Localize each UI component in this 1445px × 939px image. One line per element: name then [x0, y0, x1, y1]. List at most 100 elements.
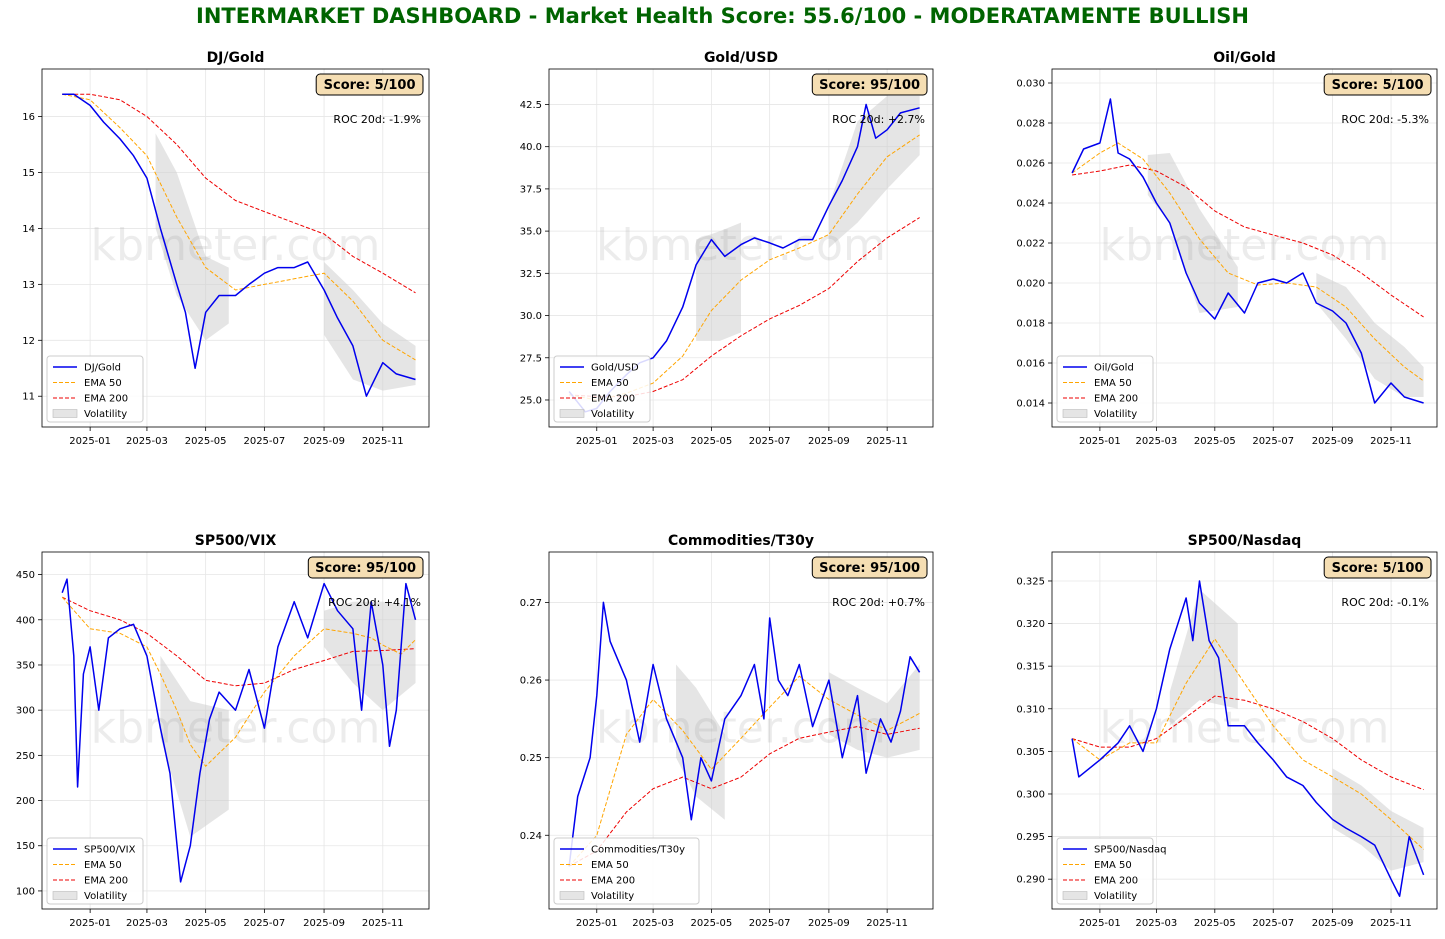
- x-tick-label: 2025-03: [632, 436, 674, 447]
- x-tick-label: 2025-07: [243, 918, 285, 929]
- legend-swatch: [559, 891, 585, 900]
- legend-label: Volatility: [84, 891, 127, 902]
- chart-panel-2: kbmeter.com 2025-01 2025-03 2025-05 2025-07 2…: [1016, 50, 1438, 447]
- x-tick-label: 2025-09: [1312, 918, 1354, 929]
- volatility-band: [324, 261, 416, 391]
- plot-area: kbmeter.com: [62, 93, 416, 397]
- legend: [1056, 355, 1154, 423]
- legend-label: Volatility: [1094, 409, 1137, 420]
- y-tick-label: 0.325: [1016, 576, 1045, 587]
- x-tick-label: 2025-11: [362, 918, 404, 929]
- volatility-band: [160, 655, 229, 837]
- y-tick-label: 250: [16, 751, 35, 762]
- roc-label: ROC 20d: +2.7%: [832, 113, 925, 126]
- roc-label: ROC 20d: -0.1%: [1341, 596, 1429, 609]
- y-tick-label: 0.305: [1016, 747, 1045, 758]
- legend-label: EMA 200: [591, 394, 635, 405]
- y-tick-label: 0.024: [1016, 199, 1045, 210]
- x-tick-label: 2025-05: [185, 436, 227, 447]
- x-tick-label: 2025-03: [1135, 918, 1177, 929]
- y-tick-label: 37.5: [520, 184, 542, 195]
- legend-label: EMA 50: [1094, 378, 1132, 389]
- axes-frame: [1051, 551, 1438, 910]
- legend-label: EMA 200: [591, 876, 635, 887]
- chart-title: SP500/VIX: [195, 533, 277, 549]
- x-tick-label: 2025-03: [126, 918, 168, 929]
- legend-label: Volatility: [591, 891, 634, 902]
- y-tick-label: 200: [16, 796, 35, 807]
- x-tick-label: 2025-11: [1370, 436, 1412, 447]
- y-tick-label: 0.030: [1016, 79, 1045, 90]
- roc-label: ROC 20d: -1.9%: [333, 113, 421, 126]
- legend: [1056, 837, 1154, 905]
- x-tick-label: 2025-05: [185, 918, 227, 929]
- roc-label: ROC 20d: +0.7%: [832, 596, 925, 609]
- plot-area: kbmeter.com: [568, 601, 921, 867]
- watermark: kbmeter.com: [91, 703, 381, 754]
- legend: [553, 837, 700, 905]
- y-tick-label: 0.320: [1016, 619, 1045, 630]
- score-label: Score: 5/100: [324, 78, 416, 93]
- y-tick-label: 0.26: [520, 676, 542, 687]
- y-tick-label: 27.5: [520, 353, 542, 364]
- x-tick-label: 2025-07: [243, 436, 285, 447]
- legend-label: Volatility: [84, 409, 127, 420]
- plot-area: kbmeter.com: [568, 96, 920, 413]
- axes-frame: [548, 68, 934, 428]
- roc-label: ROC 20d: -5.3%: [1341, 113, 1429, 126]
- legend-label: EMA 200: [84, 394, 128, 405]
- y-tick-label: 300: [16, 706, 35, 717]
- legend-swatch: [52, 891, 78, 900]
- x-tick-label: 2025-03: [1135, 436, 1177, 447]
- legend-label: SP500/Nasdaq: [1094, 845, 1166, 856]
- x-tick-label: 2025-11: [866, 436, 908, 447]
- y-tick-label: 15: [22, 168, 35, 179]
- y-tick-label: 0.016: [1016, 359, 1045, 370]
- x-tick-label: 2025-07: [1252, 918, 1294, 929]
- y-tick-label: 30.0: [520, 311, 542, 322]
- legend-swatch: [1062, 409, 1088, 418]
- axes-frame: [1051, 68, 1438, 428]
- chart-title: Gold/USD: [704, 50, 778, 66]
- series-price: [1071, 98, 1424, 404]
- score-label: Score: 5/100: [1332, 78, 1424, 93]
- legend: [46, 355, 144, 423]
- x-tick-label: 2025-11: [362, 436, 404, 447]
- chart-panel-5: kbmeter.com 2025-01 2025-03 2025-05 2025-07 2…: [1016, 533, 1438, 929]
- legend-label: EMA 50: [591, 860, 629, 871]
- axes-frame: [548, 551, 934, 910]
- x-tick-label: 2025-05: [1194, 918, 1236, 929]
- y-tick-label: 0.315: [1016, 662, 1045, 673]
- x-tick-label: 2025-01: [69, 436, 111, 447]
- x-tick-label: 2025-05: [690, 918, 732, 929]
- x-tick-label: 2025-03: [632, 918, 674, 929]
- volatility-band: [324, 601, 416, 711]
- legend-swatch: [52, 409, 78, 418]
- x-tick-label: 2025-01: [69, 918, 111, 929]
- y-tick-label: 14: [22, 224, 35, 235]
- legend-label: DJ/Gold: [84, 363, 121, 374]
- series-ema200: [62, 93, 416, 294]
- x-tick-label: 2025-11: [866, 918, 908, 929]
- x-tick-label: 2025-07: [749, 436, 791, 447]
- score-box: [811, 73, 928, 96]
- watermark: kbmeter.com: [596, 703, 886, 754]
- y-tick-label: 32.5: [520, 269, 542, 280]
- x-tick-label: 2025-09: [808, 918, 850, 929]
- x-tick-label: 2025-07: [749, 918, 791, 929]
- x-tick-label: 2025-03: [126, 436, 168, 447]
- score-label: Score: 95/100: [315, 561, 416, 576]
- x-tick-label: 2025-11: [1370, 918, 1412, 929]
- series-ema50: [569, 134, 920, 401]
- plot-area: kbmeter.com: [61, 578, 417, 883]
- x-tick-label: 2025-01: [1079, 436, 1121, 447]
- y-tick-label: 25.0: [520, 395, 542, 406]
- series-ema50: [62, 93, 416, 361]
- x-tick-label: 2025-09: [303, 436, 345, 447]
- legend-label: EMA 50: [591, 378, 629, 389]
- legend-label: EMA 50: [84, 860, 122, 871]
- legend-label: Gold/USD: [591, 363, 639, 374]
- y-tick-label: 16: [22, 112, 35, 123]
- y-tick-label: 42.5: [520, 100, 542, 111]
- series-ema200: [1071, 695, 1424, 791]
